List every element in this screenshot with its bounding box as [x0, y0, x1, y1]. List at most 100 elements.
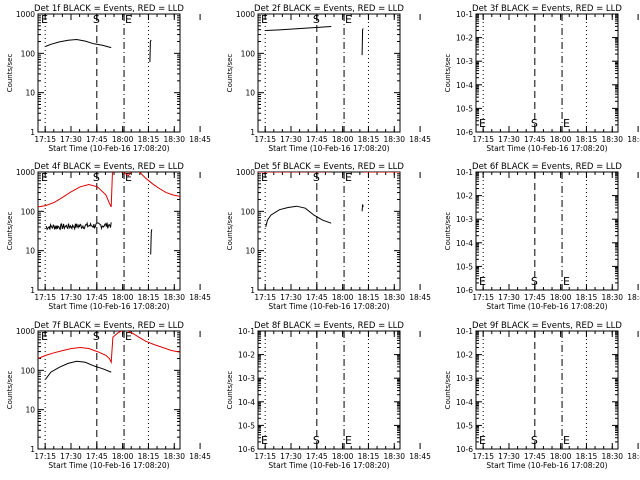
x-tick-label: 17:30: [280, 293, 302, 302]
plot-frame: [475, 13, 619, 133]
marker-s: S: [531, 117, 538, 130]
y-axis-label: Counts/sec: [6, 54, 14, 93]
x-tick-label: 18:15: [576, 293, 598, 302]
marker-e-left: E: [479, 117, 486, 130]
x-tick-label: 17:45: [306, 293, 328, 302]
x-tick-label: 18:30: [601, 135, 623, 144]
x-tick-label: 17:15: [34, 293, 56, 302]
x-tick-label: 17:45: [306, 452, 328, 461]
y-tick-label: 100: [21, 49, 36, 58]
x-tick-label: 17:30: [498, 135, 520, 144]
panel-title: Det 2f BLACK = Events, RED = LLD: [254, 4, 404, 14]
x-tick-label: 18:00: [550, 452, 572, 461]
y-tick-label: 1000: [16, 327, 35, 336]
x-tick-label: 18:15: [576, 135, 598, 144]
y-tick-label: 1000: [236, 168, 255, 177]
panel-title: Det 3f BLACK = Events, RED = LLD: [472, 4, 622, 14]
y-tick-label: 1: [30, 286, 35, 295]
x-tick-label: 18:30: [383, 135, 405, 144]
x-tick-label: 18:00: [332, 135, 354, 144]
marker-e-right: E: [345, 13, 352, 26]
plot-frame: [257, 13, 401, 133]
panel-title: Det 4f BLACK = Events, RED = LLD: [34, 162, 184, 172]
panel-det-5: Det 5f BLACK = Events, RED = LLD Counts/s…: [226, 162, 431, 311]
x-axis-label: Start Time (10-Feb-16 17:08:20): [268, 461, 389, 470]
marker-s: S: [93, 171, 100, 184]
y-axis-label: Counts/sec: [444, 212, 452, 251]
y-tick-label: 100: [21, 207, 36, 216]
events-series-line: [149, 39, 152, 63]
marker-s: S: [531, 275, 538, 288]
events-series-line: [361, 204, 364, 212]
events-series-line: [45, 221, 112, 231]
y-tick-label: 1000: [16, 168, 35, 177]
y-tick-label: 10-4: [456, 398, 473, 407]
marker-e-right: E: [345, 171, 352, 184]
plot-frame: [37, 13, 181, 133]
x-tick-label: 18:45: [409, 135, 431, 144]
x-tick-label: 17:30: [60, 293, 82, 302]
marker-s: S: [313, 171, 320, 184]
panel-det-4: Det 4f BLACK = Events, RED = LLD Counts/s…: [6, 162, 211, 311]
marker-e-left: E: [479, 275, 486, 288]
x-tick-label: 18:45: [189, 293, 211, 302]
marker-e-left: E: [261, 13, 268, 26]
panel-title: Det 6f BLACK = Events, RED = LLD: [472, 162, 622, 172]
x-axis-label: Start Time (10-Feb-16 17:08:20): [268, 302, 389, 311]
plot-frame: [475, 330, 619, 450]
y-tick-label: 100: [241, 207, 256, 216]
y-tick-label: 10-5: [456, 104, 473, 113]
x-tick-label: 18:30: [163, 293, 185, 302]
x-tick-label: 18:00: [550, 293, 572, 302]
marker-s: S: [531, 434, 538, 447]
x-axis-label: Start Time (10-Feb-16 17:08:20): [48, 144, 169, 153]
y-tick-label: 10-2: [456, 34, 473, 43]
marker-e-left: E: [41, 171, 48, 184]
x-tick-label: 17:15: [254, 452, 276, 461]
events-series-line: [265, 205, 332, 228]
x-tick-label: 18:30: [163, 452, 185, 461]
marker-e-right: E: [563, 275, 570, 288]
events-series-line: [45, 360, 112, 380]
x-tick-label: 18:15: [358, 452, 380, 461]
x-tick-label: 18:45: [189, 135, 211, 144]
plot-frame: [37, 330, 181, 450]
x-tick-label: 17:30: [280, 135, 302, 144]
y-axis-label: Counts/sec: [444, 371, 452, 410]
y-tick-label: 10-1: [456, 327, 473, 336]
x-tick-label: 18:00: [550, 135, 572, 144]
y-tick-label: 10-4: [238, 398, 255, 407]
y-tick-label: 10: [245, 247, 255, 256]
x-tick-label: 17:30: [60, 452, 82, 461]
marker-e-left: E: [41, 330, 48, 343]
x-tick-label: 17:15: [34, 135, 56, 144]
y-tick-label: 10: [25, 406, 35, 415]
panel-title: Det 1f BLACK = Events, RED = LLD: [34, 4, 184, 14]
x-tick-label: 18:30: [163, 135, 185, 144]
panel-det-3: Det 3f BLACK = Events, RED = LLD Counts/s…: [444, 4, 640, 153]
x-tick-label: 17:30: [498, 293, 520, 302]
panel-det-7: Det 7f BLACK = Events, RED = LLD Counts/s…: [6, 321, 211, 470]
panel-title: Det 7f BLACK = Events, RED = LLD: [34, 321, 184, 331]
x-tick-label: 18:00: [112, 293, 134, 302]
y-tick-label: 10-2: [456, 192, 473, 201]
y-tick-label: 10-4: [456, 239, 473, 248]
x-axis-label: Start Time (10-Feb-16 17:08:20): [268, 144, 389, 153]
panel-det-8: Det 8f BLACK = Events, RED = LLD Counts/s…: [226, 321, 431, 470]
events-series-line: [265, 26, 332, 31]
panel-title: Det 9f BLACK = Events, RED = LLD: [472, 321, 622, 331]
y-tick-label: 10-3: [456, 215, 473, 224]
x-tick-label: 17:15: [34, 452, 56, 461]
panel-title: Det 5f BLACK = Events, RED = LLD: [254, 162, 404, 172]
x-axis-label: Start Time (10-Feb-16 17:08:20): [486, 302, 607, 311]
x-tick-label: 18:45: [409, 452, 431, 461]
events-series-line: [45, 38, 112, 49]
x-tick-label: 18:00: [332, 293, 354, 302]
x-axis-label: Start Time (10-Feb-16 17:08:20): [48, 461, 169, 470]
events-series-line: [361, 28, 364, 56]
y-tick-label: 10: [25, 247, 35, 256]
x-tick-label: 17:15: [472, 135, 494, 144]
x-axis-label: Start Time (10-Feb-16 17:08:20): [48, 302, 169, 311]
x-tick-label: 18:15: [358, 135, 380, 144]
x-tick-label: 18:00: [112, 135, 134, 144]
